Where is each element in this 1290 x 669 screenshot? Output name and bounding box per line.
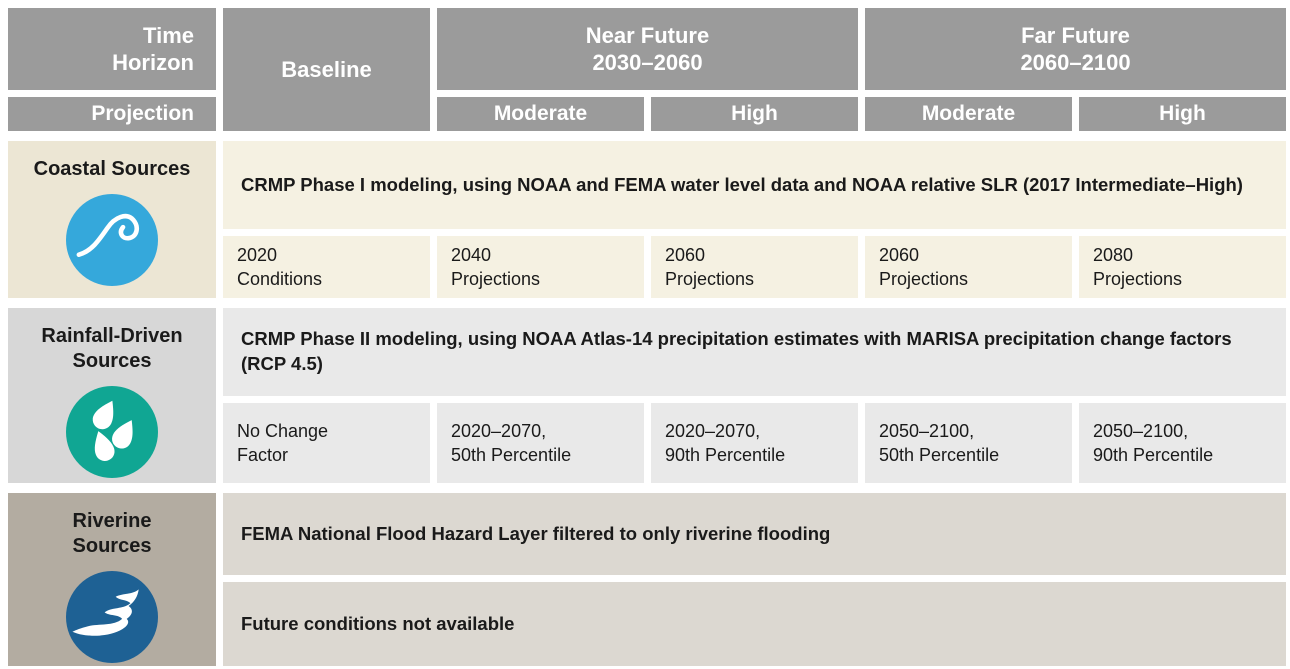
raindrops-icon (66, 386, 158, 478)
riverine-title: Riverine Sources (72, 510, 152, 557)
coastal-cell-near-moderate: 2040 Projections (437, 236, 644, 298)
rainfall-cell-far-high: 2050–2100, 90th Percentile (1079, 403, 1286, 483)
near-future-line1: Near Future (585, 22, 710, 48)
far-future-line2: 2060–2100 (1020, 50, 1131, 75)
header-cell-time-horizon: Time Horizon (8, 8, 216, 90)
rainfall-description: CRMP Phase II modeling, using NOAA Atlas… (223, 308, 1286, 396)
rainfall-cell-near-high: 2020–2070, 90th Percentile (651, 403, 858, 483)
header-cell-near-moderate: Moderate (437, 97, 644, 131)
coastal-cell-far-moderate: 2060 Projections (865, 236, 1072, 298)
table-header: Time Horizon Baseline Near Future 2030–2… (8, 8, 1286, 131)
riverine-label-cell: Riverine Sources (8, 493, 216, 666)
row-rainfall-sources: Rainfall-Driven Sources CRMP Phase II mo… (8, 308, 1286, 483)
rainfall-cell-far-moderate: 2050–2100, 50th Percentile (865, 403, 1072, 483)
baseline-label: Baseline (281, 56, 372, 82)
projection-label: Projection (91, 101, 194, 125)
header-cell-near-high: High (651, 97, 858, 131)
rainfall-cell-baseline: No Change Factor (223, 403, 430, 483)
header-cell-baseline: Baseline (223, 8, 430, 131)
header-cell-far-high: High (1079, 97, 1286, 131)
coastal-cell-near-high: 2060 Projections (651, 236, 858, 298)
near-future-line2: 2030–2060 (592, 50, 703, 75)
rainfall-cell-near-moderate: 2020–2070, 50th Percentile (437, 403, 644, 483)
wave-icon (66, 194, 158, 286)
header-cell-far-future: Far Future 2060–2100 (865, 8, 1286, 90)
rainfall-title: Rainfall-Driven Sources (41, 325, 183, 372)
row-coastal-sources: Coastal Sources CRMP Phase I modeling, u… (8, 141, 1286, 298)
header-cell-far-moderate: Moderate (865, 97, 1072, 131)
coastal-cell-baseline: 2020 Conditions (223, 236, 430, 298)
far-future-line1: Far Future (1021, 22, 1130, 48)
rainfall-label-cell: Rainfall-Driven Sources (8, 308, 216, 483)
time-horizon-line1: Time (143, 22, 194, 48)
coastal-title: Coastal Sources (33, 158, 191, 180)
coastal-description: CRMP Phase I modeling, using NOAA and FE… (223, 141, 1286, 229)
row-riverine-sources: Riverine Sources FEMA National Flood Haz… (8, 493, 1286, 666)
coastal-label-cell: Coastal Sources (8, 141, 216, 298)
time-horizon-line2: Horizon (112, 50, 194, 75)
coastal-cell-far-high: 2080 Projections (1079, 236, 1286, 298)
header-cell-near-future: Near Future 2030–2060 (437, 8, 858, 90)
header-cell-projection: Projection (8, 97, 216, 131)
riverine-note: Future conditions not available (223, 582, 1286, 666)
river-icon (66, 571, 158, 663)
riverine-description: FEMA National Flood Hazard Layer filtere… (223, 493, 1286, 575)
